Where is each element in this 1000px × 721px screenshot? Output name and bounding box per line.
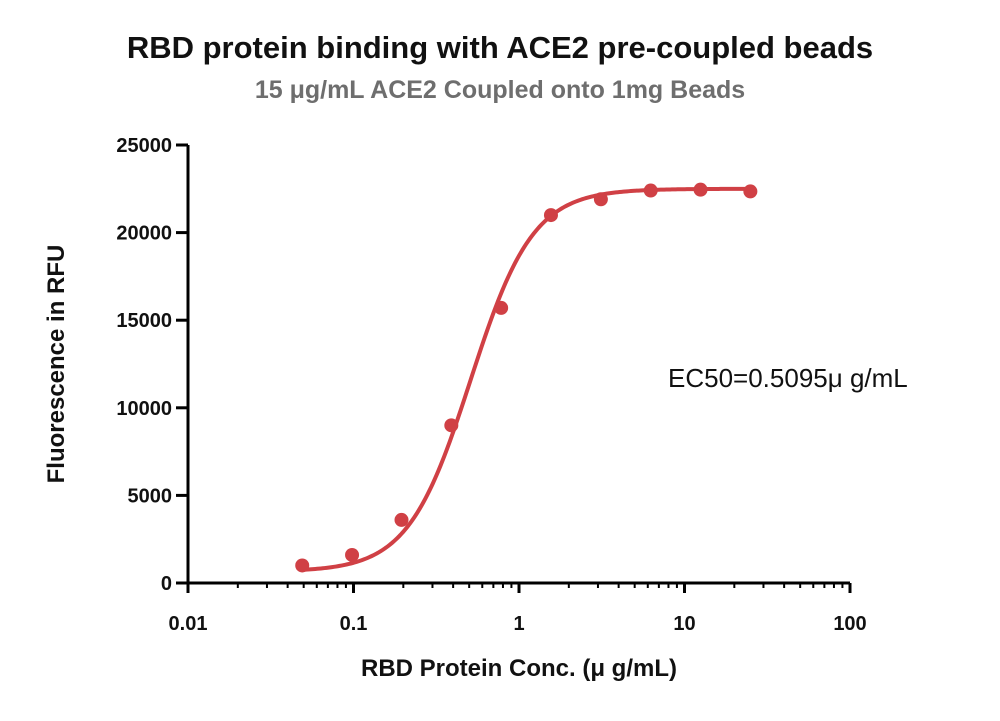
chart-title: RBD protein binding with ACE2 pre-couple… bbox=[126, 30, 874, 65]
x-tick-label: 10 bbox=[673, 613, 695, 635]
y-tick-label: 10000 bbox=[116, 398, 172, 420]
y-tick-label: 25000 bbox=[116, 135, 172, 157]
ec50-annotation: EC50=0.5095μ g/mL bbox=[668, 363, 908, 393]
x-ticks: 0.01 0.1 1 10 100 bbox=[169, 583, 867, 635]
data-point bbox=[693, 182, 708, 197]
data-point bbox=[295, 558, 310, 573]
y-tick-label: 0 bbox=[161, 573, 172, 595]
y-tick-label: 15000 bbox=[116, 310, 172, 332]
data-point bbox=[394, 512, 409, 527]
x-axis-label: RBD Protein Conc. (μ g/mL) bbox=[361, 655, 677, 682]
data-points bbox=[295, 182, 758, 573]
fit-curve bbox=[302, 186, 751, 572]
y-tick-label: 5000 bbox=[128, 485, 173, 507]
x-tick-label: 100 bbox=[833, 613, 866, 635]
y-axis-label: Fluorescence in RFU bbox=[43, 245, 70, 484]
x-tick-label: 1 bbox=[513, 613, 524, 635]
y-ticks: 0 5000 10000 15000 20000 25000 bbox=[116, 135, 188, 595]
y-tick-label: 20000 bbox=[116, 223, 172, 245]
data-point bbox=[543, 208, 558, 223]
data-point bbox=[643, 183, 658, 198]
data-point bbox=[743, 184, 758, 199]
data-point bbox=[494, 300, 509, 315]
x-tick-label: 0.01 bbox=[169, 613, 208, 635]
chart-subtitle: 15 μg/mL ACE2 Coupled onto 1mg Beads bbox=[254, 76, 746, 104]
x-tick-label: 0.1 bbox=[340, 613, 368, 635]
data-point bbox=[593, 192, 608, 207]
data-point bbox=[345, 547, 360, 562]
data-point bbox=[444, 418, 459, 433]
